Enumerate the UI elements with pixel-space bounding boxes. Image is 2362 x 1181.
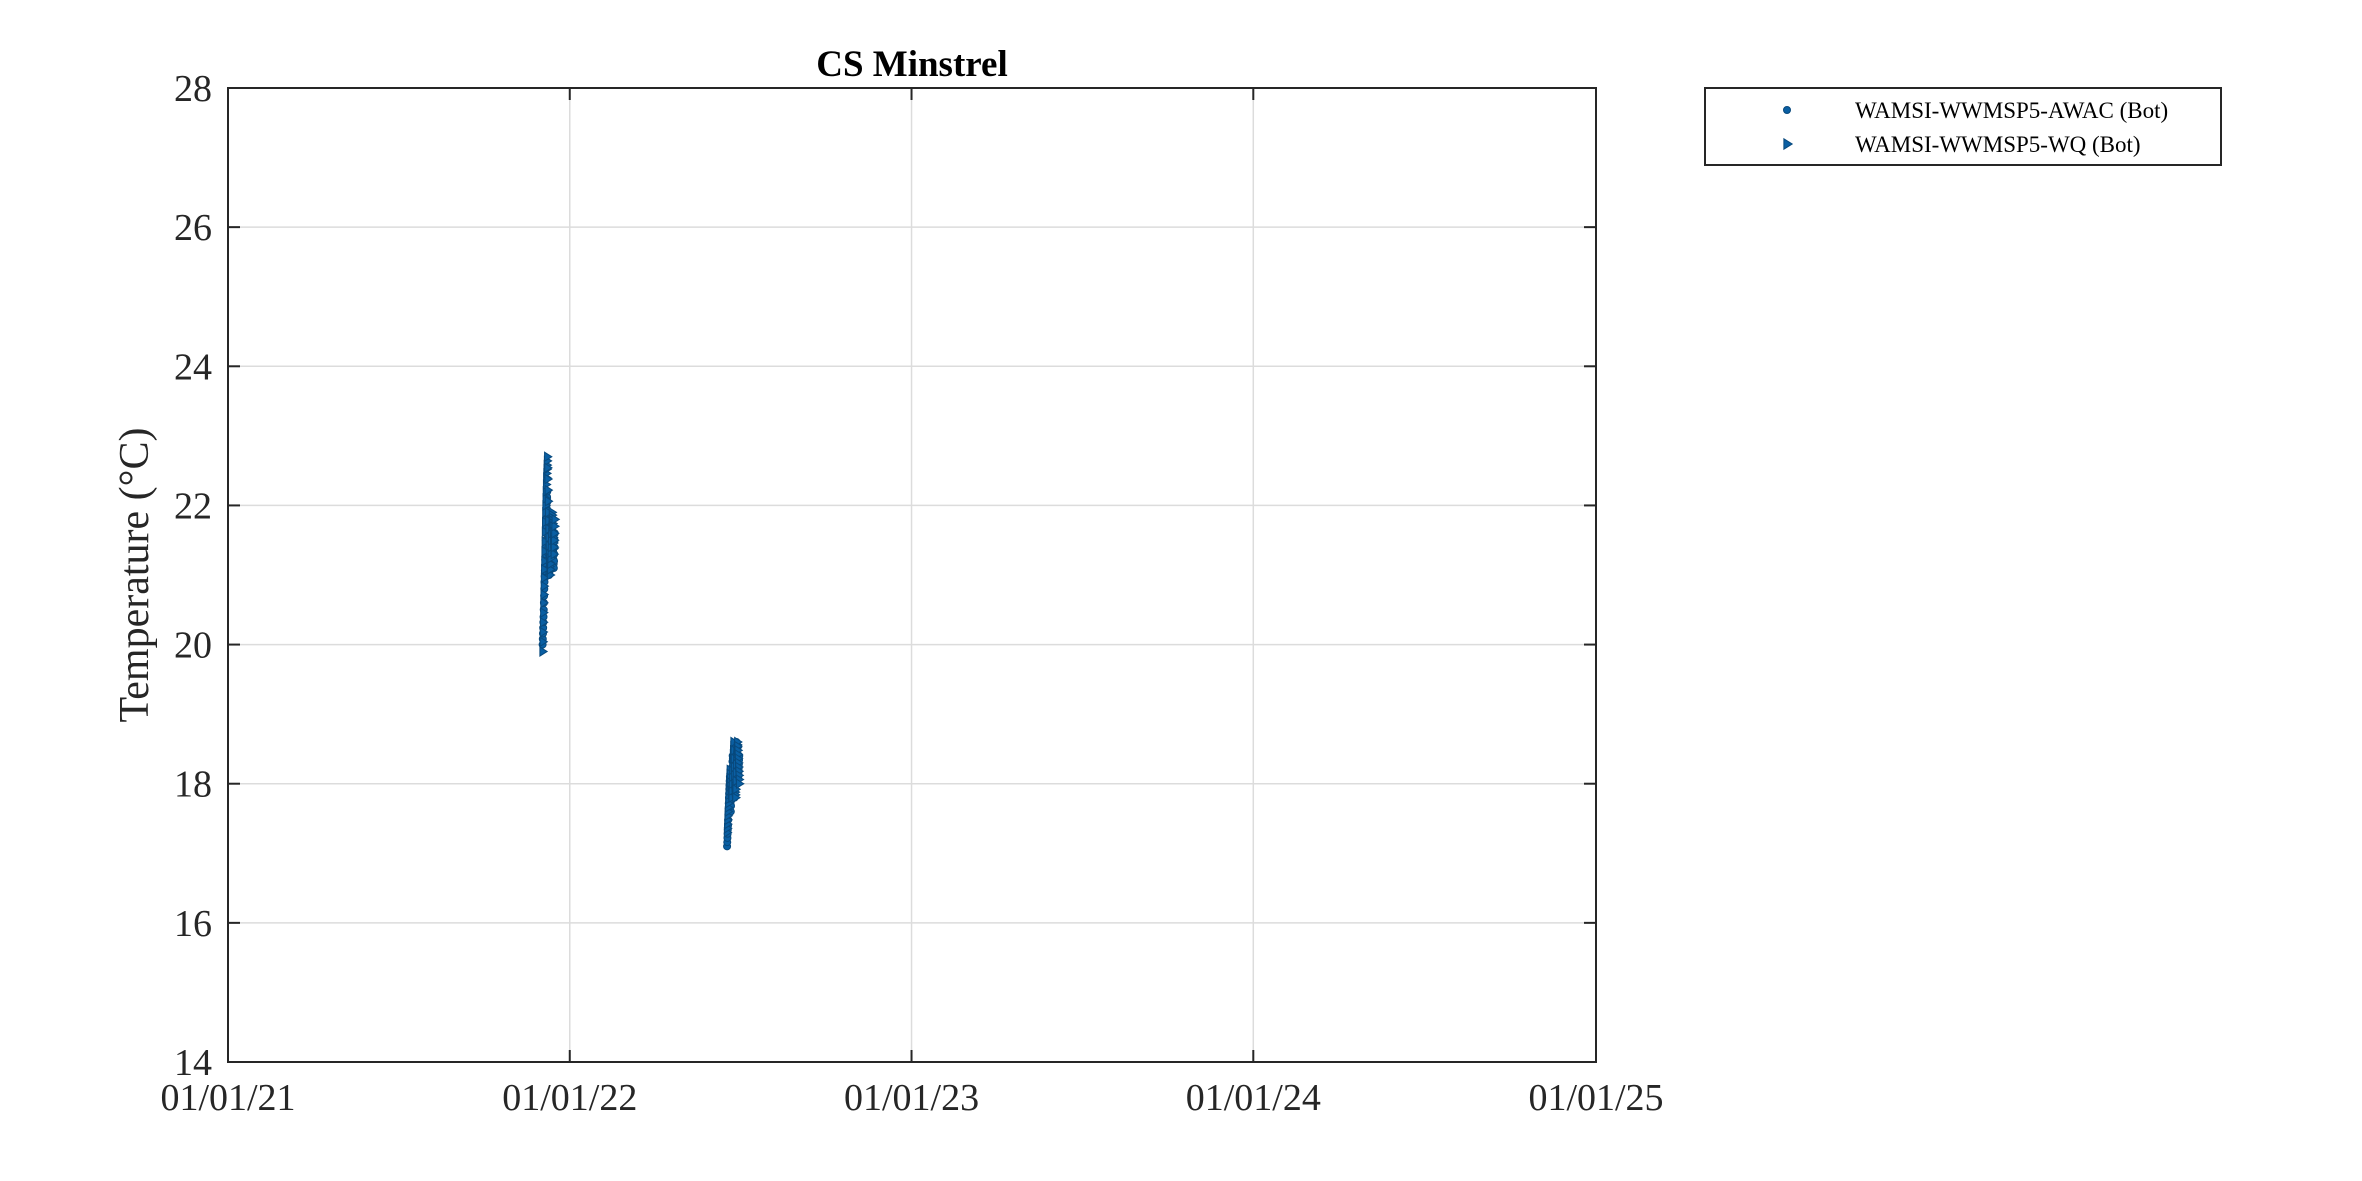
y-tick-label: 16 <box>174 903 212 945</box>
data-point <box>544 495 554 507</box>
data-point <box>550 548 560 560</box>
data-point <box>539 626 549 638</box>
grid-lines <box>228 88 1596 1062</box>
data-point <box>540 607 549 619</box>
legend: WAMSI-WWMSP5-AWAC (Bot) WAMSI-WWMSP5-WQ … <box>1704 87 2222 166</box>
data-point <box>544 462 553 474</box>
data-point <box>550 534 560 546</box>
legend-label-wq: WAMSI-WWMSP5-WQ (Bot) <box>1855 132 2141 157</box>
x-tick-label: 01/01/25 <box>1528 1077 1663 1119</box>
y-tick-label: 14 <box>174 1042 212 1084</box>
data-point <box>544 473 554 485</box>
data-point <box>551 527 560 539</box>
data-point <box>732 792 741 804</box>
legend-label-awac: WAMSI-WWMSP5-AWAC (Bot) <box>1855 98 2168 123</box>
data-point <box>550 541 560 553</box>
data-point <box>551 520 561 532</box>
x-tick-label: 01/01/23 <box>844 1077 979 1119</box>
y-tick-label: 28 <box>174 68 212 110</box>
y-tick-label: 18 <box>174 764 212 806</box>
data-point <box>544 484 554 496</box>
data-point <box>540 580 550 592</box>
data-point <box>544 451 553 463</box>
data-point <box>540 572 550 584</box>
x-tick-label: 01/01/22 <box>502 1077 637 1119</box>
axis-ticks <box>227 87 1597 1063</box>
data-point <box>736 778 745 790</box>
data-point <box>539 646 549 657</box>
legend-marker-awac <box>1783 106 1791 114</box>
data-point <box>541 555 550 567</box>
x-tick-label: 01/01/21 <box>160 1077 295 1119</box>
legend-box <box>1704 87 2222 166</box>
legend-marker-awac-shape <box>1783 106 1791 114</box>
x-tick-label: 01/01/24 <box>1186 1077 1321 1119</box>
data-point <box>540 589 550 600</box>
y-tick-label: 20 <box>174 625 212 667</box>
chart-title: CS Minstrel <box>816 44 1008 85</box>
data-point <box>539 616 549 628</box>
y-tick-label: 24 <box>174 346 212 388</box>
legend-marker-wq <box>1783 137 1794 151</box>
data-points <box>538 451 745 851</box>
y-tick-labels: 14 16 18 20 22 24 26 28 <box>174 68 212 1084</box>
y-tick-label: 22 <box>174 485 212 527</box>
data-point <box>541 563 550 575</box>
data-point <box>539 636 549 648</box>
y-tick-label: 26 <box>174 207 212 249</box>
series-wq <box>539 451 745 838</box>
x-tick-labels: 01/01/21 01/01/22 01/01/23 01/01/24 01/01/25 <box>160 1077 1663 1119</box>
y-axis-label: Temperature (°C) <box>112 428 158 723</box>
legend-marker-wq-shape <box>1783 137 1794 151</box>
data-point <box>551 513 561 525</box>
data-point <box>540 597 550 609</box>
data-point <box>541 545 551 557</box>
